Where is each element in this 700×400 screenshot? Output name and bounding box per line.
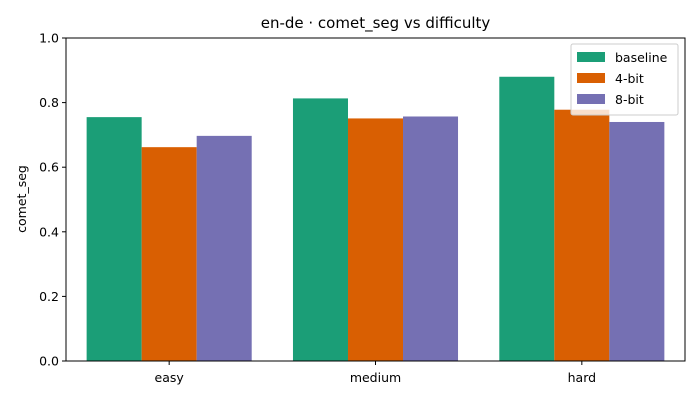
x-tick-label-medium: medium [350, 370, 401, 385]
bar-baseline-hard [499, 76, 555, 361]
legend-swatch-4-bit [577, 73, 605, 83]
bar-baseline-easy [86, 117, 142, 361]
y-tick-label: 0.0 [39, 354, 59, 369]
bar-8-bit-medium [403, 116, 459, 362]
bar-baseline-medium [292, 98, 348, 362]
chart-title: en-de · comet_seg vs difficulty [261, 14, 491, 33]
legend-swatch-8-bit [577, 94, 605, 104]
legend-label-4-bit: 4-bit [615, 71, 644, 86]
axes-group: 0.0 0.2 0.4 0.6 0.8 1.0 easy medium hard [39, 31, 686, 385]
legend-label-baseline: baseline [615, 50, 668, 65]
bar-4-bit-easy [141, 147, 197, 361]
y-tick-label: 0.2 [39, 289, 59, 304]
y-tick-label: 0.6 [39, 160, 59, 175]
bar-8-bit-easy [196, 135, 252, 361]
y-tick-label: 0.4 [39, 224, 59, 239]
bar-8-bit-hard [609, 121, 665, 361]
legend-label-8-bit: 8-bit [615, 92, 644, 107]
bars-group [86, 76, 665, 362]
legend-swatch-baseline [577, 52, 605, 62]
legend: baseline 4-bit 8-bit [570, 43, 679, 116]
y-tick-label: 0.8 [39, 95, 59, 110]
x-tick-label-hard: hard [568, 370, 596, 385]
y-axis-label: comet_seg [14, 165, 29, 233]
bar-4-bit-medium [347, 118, 404, 362]
bar-4-bit-hard [554, 109, 610, 362]
x-tick-label-easy: easy [155, 370, 185, 385]
y-tick-label: 1.0 [39, 31, 59, 46]
